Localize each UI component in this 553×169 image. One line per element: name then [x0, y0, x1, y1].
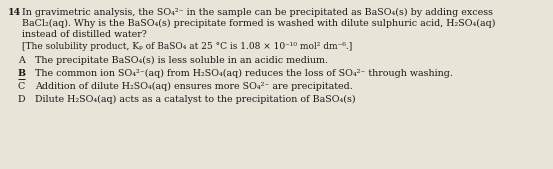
Text: In gravimetric analysis, the SO₄²⁻ in the sample can be precipitated as BaSO₄(s): In gravimetric analysis, the SO₄²⁻ in th…	[22, 8, 493, 17]
Text: The precipitate BaSO₄(s) is less soluble in an acidic medium.: The precipitate BaSO₄(s) is less soluble…	[35, 56, 328, 65]
Text: Dilute H₂SO₄(aq) acts as a catalyst to the precipitation of BaSO₄(s): Dilute H₂SO₄(aq) acts as a catalyst to t…	[35, 95, 356, 104]
Text: 14: 14	[8, 8, 21, 17]
Text: C: C	[18, 82, 25, 91]
Text: D: D	[18, 95, 25, 104]
Text: B: B	[18, 69, 26, 78]
Text: instead of distilled water?: instead of distilled water?	[22, 30, 147, 39]
Text: A: A	[18, 56, 25, 65]
Text: [The solubility product, Kₚ of BaSO₄ at 25 °C is 1.08 × 10⁻¹⁰ mol² dm⁻⁶.]: [The solubility product, Kₚ of BaSO₄ at …	[22, 42, 352, 51]
Text: Addition of dilute H₂SO₄(aq) ensures more SO₄²⁻ are precipitated.: Addition of dilute H₂SO₄(aq) ensures mor…	[35, 82, 353, 91]
Text: BaCl₂(aq). Why is the BaSO₄(s) precipitate formed is washed with dilute sulphuri: BaCl₂(aq). Why is the BaSO₄(s) precipita…	[22, 19, 495, 28]
Text: The common ion SO₄²⁻(aq) from H₂SO₄(aq) reduces the loss of SO₄²⁻ through washin: The common ion SO₄²⁻(aq) from H₂SO₄(aq) …	[35, 69, 453, 78]
